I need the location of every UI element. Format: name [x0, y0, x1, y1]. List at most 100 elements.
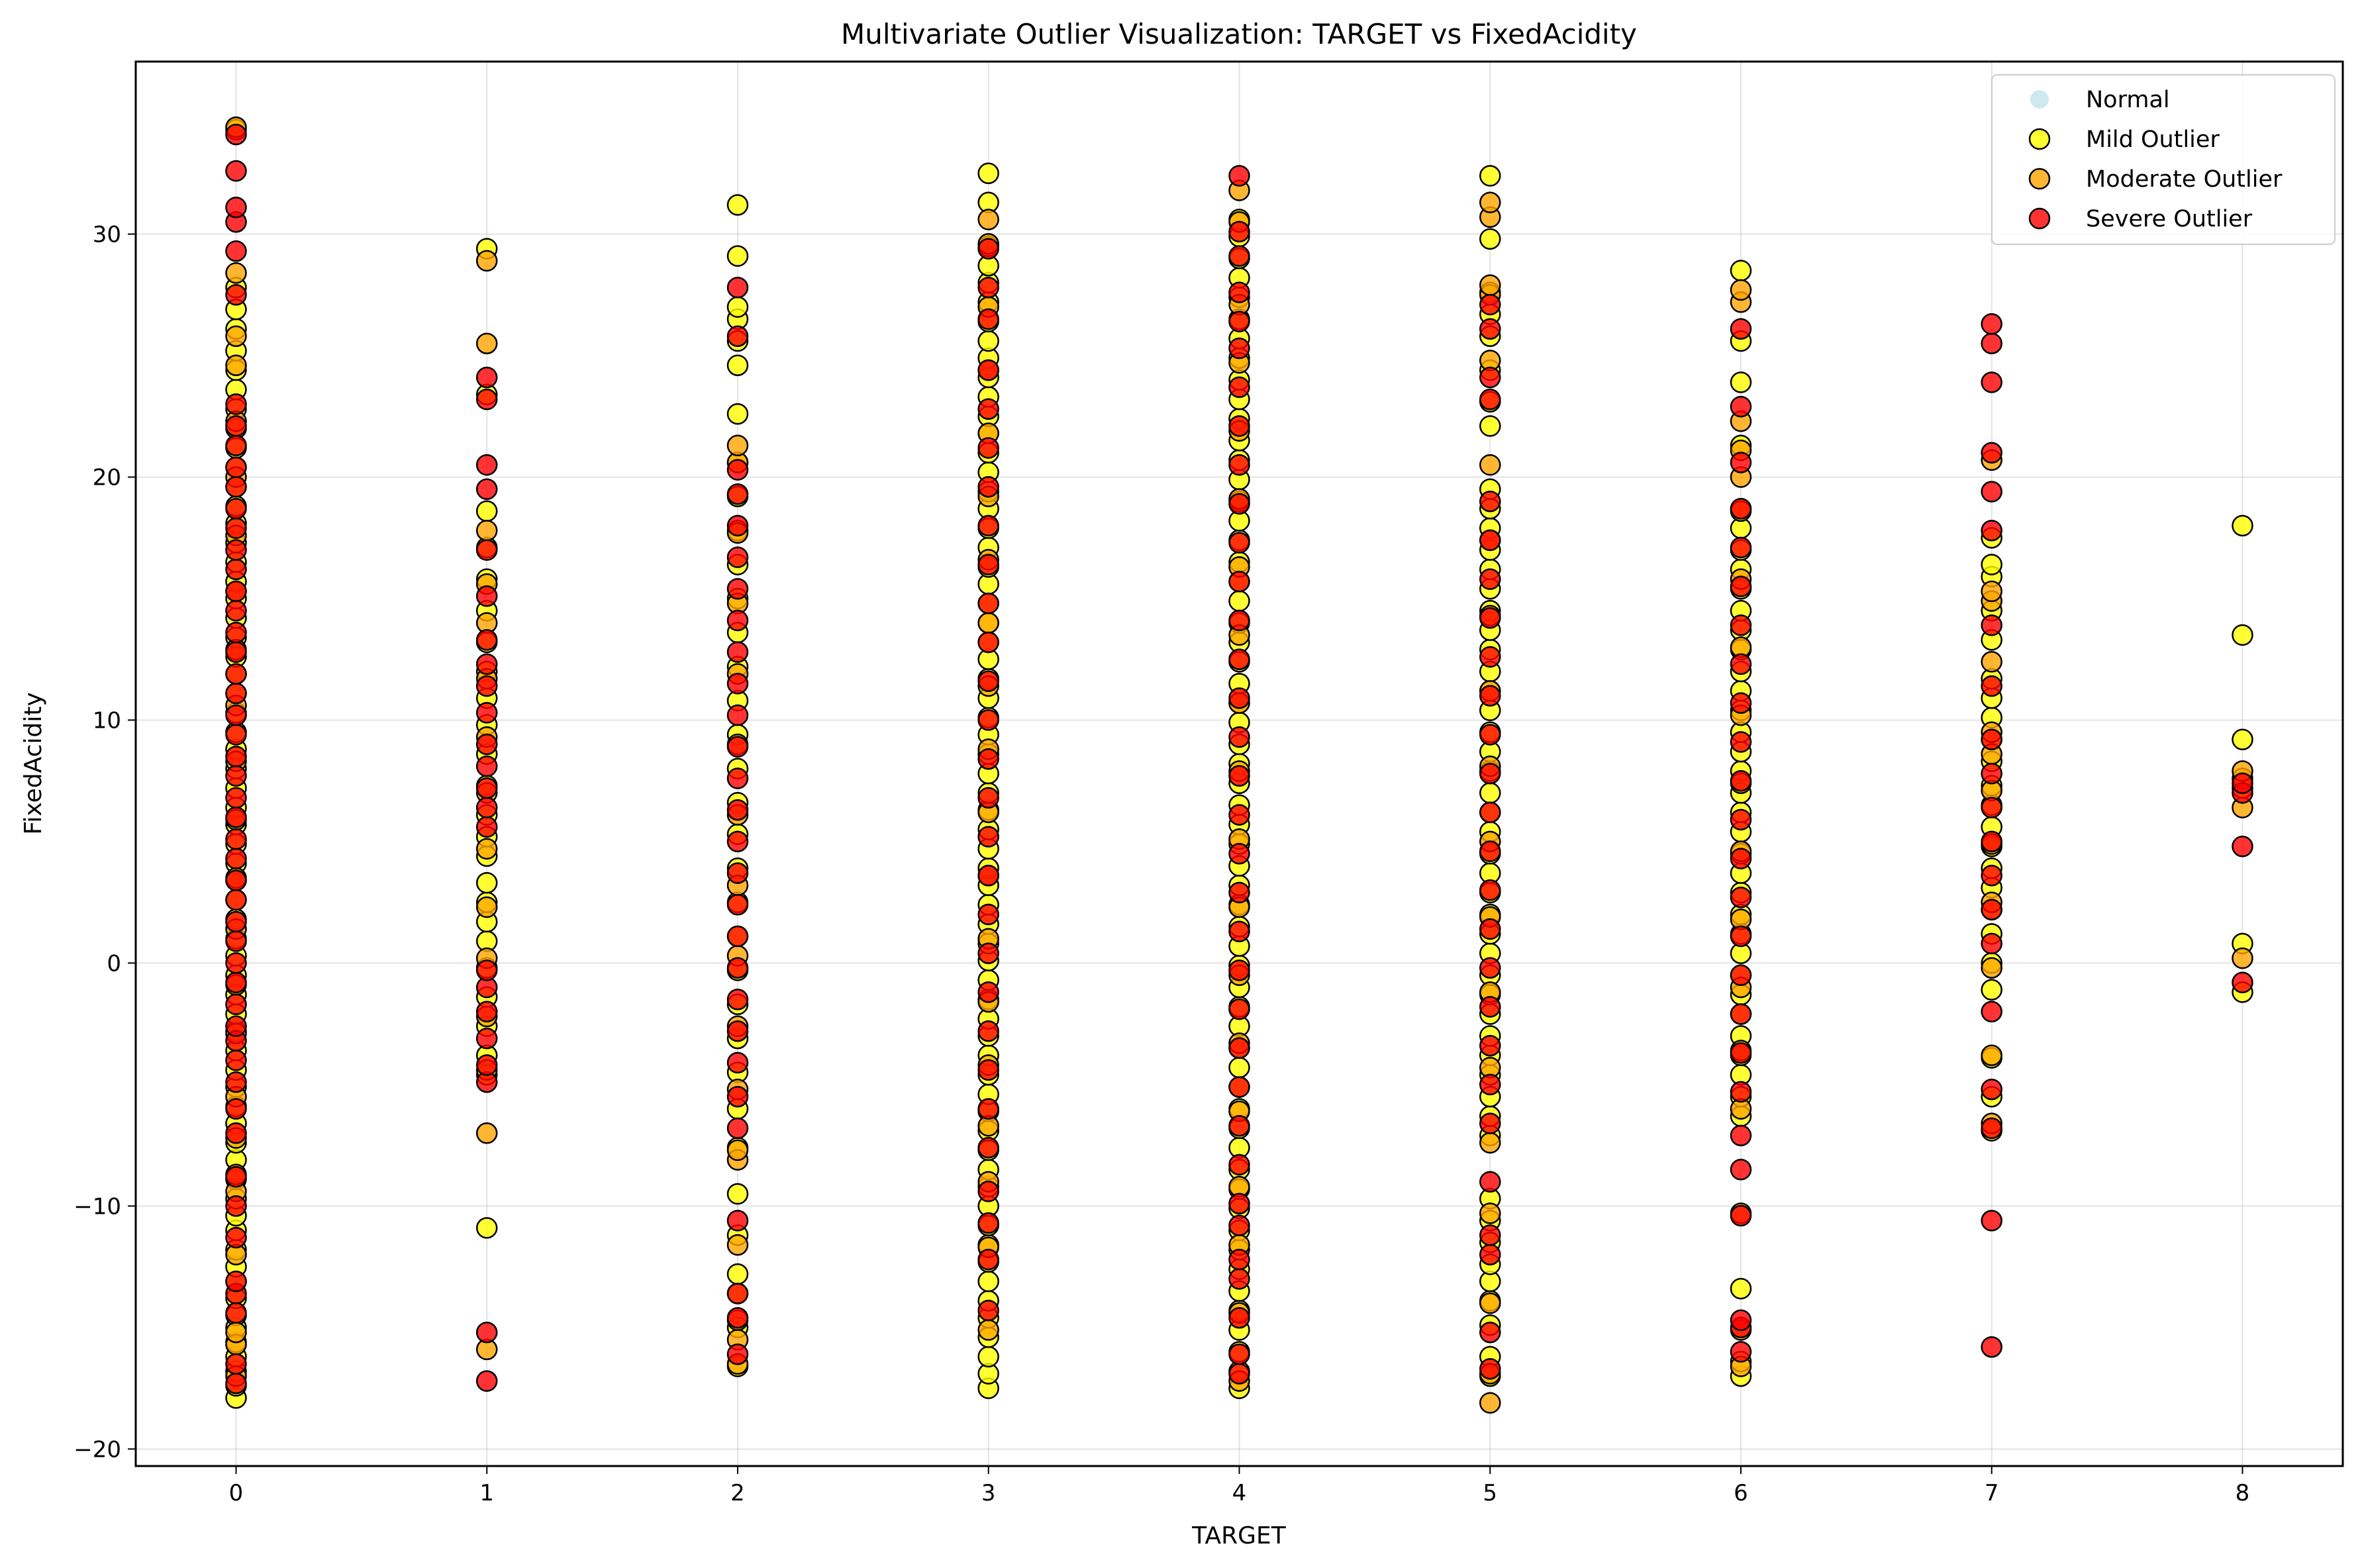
severe-outlier-point — [1228, 687, 1250, 709]
severe-outlier-point — [225, 1122, 247, 1144]
severe-outlier-point — [726, 673, 749, 695]
severe-outlier-point — [977, 826, 999, 848]
severe-outlier-point — [1981, 614, 2002, 636]
y-tick-label: −20 — [74, 1436, 121, 1463]
mild-outlier-point — [2232, 514, 2253, 537]
legend-moderate-marker — [2028, 168, 2051, 190]
severe-outlier-point — [475, 1054, 498, 1076]
severe-outlier-point — [977, 670, 999, 692]
severe-outlier-point — [1730, 614, 1752, 636]
severe-outlier-point — [475, 585, 498, 607]
severe-outlier-point — [225, 828, 247, 850]
severe-outlier-point — [1228, 765, 1250, 787]
severe-outlier-point — [1479, 318, 1501, 340]
moderate-outlier-point — [977, 1319, 999, 1341]
severe-outlier-point — [1228, 1268, 1250, 1290]
moderate-outlier-point — [726, 1234, 749, 1256]
severe-outlier-point — [225, 682, 247, 705]
severe-outlier-point — [1228, 1076, 1250, 1098]
severe-outlier-point — [225, 160, 247, 182]
severe-outlier-point — [475, 1370, 498, 1392]
severe-outlier-point — [225, 497, 247, 520]
severe-outlier-point — [1479, 529, 1501, 552]
severe-outlier-point — [977, 1212, 999, 1234]
severe-outlier-point — [225, 952, 247, 974]
severe-outlier-point — [225, 930, 247, 952]
severe-outlier-point — [225, 393, 247, 415]
severe-outlier-point — [1981, 865, 2002, 887]
y-axis-label: FixedAcidity — [20, 692, 47, 834]
severe-outlier-point — [225, 1372, 247, 1395]
y-tick-label: 10 — [93, 707, 121, 734]
severe-outlier-point — [225, 663, 247, 685]
severe-outlier-point — [1730, 497, 1752, 520]
x-tick-label: 3 — [981, 1480, 996, 1506]
severe-outlier-point — [225, 1071, 247, 1093]
severe-outlier-point — [1228, 1115, 1250, 1137]
severe-outlier-point — [1479, 840, 1501, 862]
severe-outlier-point — [225, 1015, 247, 1038]
moderate-outlier-point — [2232, 947, 2253, 969]
severe-outlier-point — [225, 1166, 247, 1188]
y-tick-label: 20 — [93, 464, 121, 491]
severe-outlier-point — [726, 578, 749, 600]
legend-moderate-label: Moderate Outlier — [2086, 166, 2283, 193]
severe-outlier-point — [977, 748, 999, 770]
severe-outlier-point — [475, 733, 498, 756]
y-tick-label: 30 — [93, 222, 121, 248]
severe-outlier-point — [726, 830, 749, 853]
legend-normal-marker — [2030, 90, 2049, 109]
severe-outlier-point — [1730, 1159, 1752, 1181]
severe-outlier-point — [225, 848, 247, 869]
severe-outlier-point — [1730, 1309, 1752, 1332]
severe-outlier-point — [1730, 692, 1752, 714]
moderate-outlier-point — [1479, 1292, 1501, 1314]
severe-outlier-point — [1981, 797, 2002, 818]
moderate-outlier-point — [1981, 957, 2002, 979]
x-tick-label: 4 — [1232, 1480, 1247, 1506]
mild-outlier-point — [726, 296, 749, 318]
severe-outlier-point — [1479, 1171, 1501, 1193]
severe-outlier-point — [977, 359, 999, 381]
severe-outlier-point — [726, 514, 749, 537]
severe-outlier-point — [726, 1052, 749, 1074]
severe-outlier-point — [1981, 313, 2002, 335]
mild-outlier-point — [1479, 165, 1501, 187]
severe-outlier-point — [1730, 653, 1752, 675]
mild-outlier-point — [475, 872, 498, 894]
moderate-outlier-point — [1479, 1392, 1501, 1414]
severe-outlier-point — [977, 238, 999, 260]
severe-outlier-point — [1730, 1003, 1752, 1025]
mild-outlier-point — [977, 1270, 999, 1293]
severe-outlier-point — [225, 806, 247, 828]
moderate-outlier-point — [977, 612, 999, 634]
severe-outlier-point — [1228, 1153, 1250, 1176]
severe-outlier-point — [475, 539, 498, 561]
x-tick-label: 7 — [1985, 1480, 1999, 1506]
severe-outlier-point — [977, 475, 999, 498]
moderate-outlier-point — [1981, 1044, 2002, 1067]
severe-outlier-point — [475, 959, 498, 981]
severe-outlier-point — [726, 546, 749, 568]
moderate-outlier-point — [225, 262, 247, 284]
severe-outlier-point — [1730, 808, 1752, 831]
severe-outlier-point — [1479, 762, 1501, 785]
severe-outlier-point — [1228, 493, 1250, 515]
severe-outlier-point — [475, 388, 498, 411]
severe-outlier-point — [225, 869, 247, 891]
severe-outlier-point — [225, 123, 247, 146]
severe-outlier-point — [225, 1098, 247, 1120]
severe-outlier-point — [225, 1226, 247, 1249]
severe-outlier-point — [225, 971, 247, 994]
x-tick-label: 2 — [730, 1480, 745, 1506]
severe-outlier-point — [977, 1098, 999, 1120]
severe-outlier-point — [1981, 899, 2002, 920]
severe-outlier-point — [1981, 371, 2002, 393]
severe-outlier-point — [1479, 1244, 1501, 1265]
severe-outlier-point — [475, 1001, 498, 1023]
moderate-outlier-point — [1981, 651, 2002, 673]
severe-outlier-point — [1228, 281, 1250, 303]
severe-outlier-point — [475, 816, 498, 838]
severe-outlier-point — [1228, 998, 1250, 1020]
